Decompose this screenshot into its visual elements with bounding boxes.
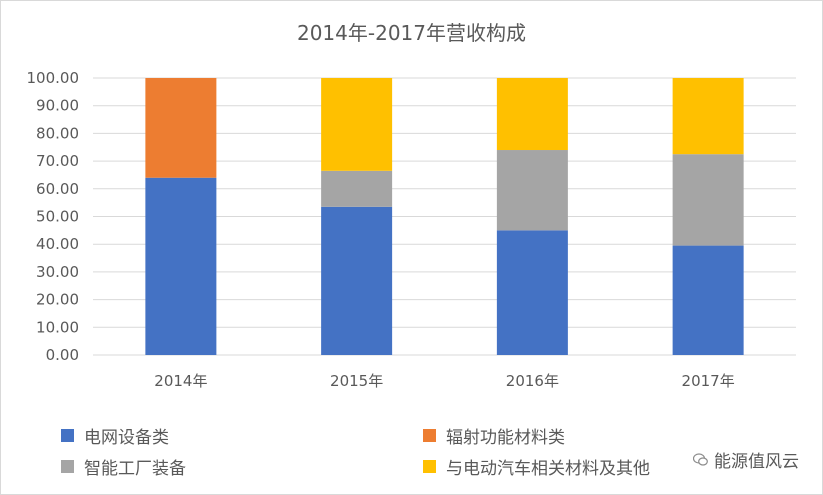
bar-segment xyxy=(672,78,744,155)
legend-swatch xyxy=(423,429,436,442)
x-tick-label: 2016年 xyxy=(506,372,559,390)
bar-segment xyxy=(145,78,217,178)
bar-segment xyxy=(672,154,744,246)
y-tick-label: 0.00 xyxy=(46,346,79,364)
legend-label: 电网设备类 xyxy=(84,428,169,448)
bar-segment xyxy=(496,78,568,151)
y-tick-label: 40.00 xyxy=(36,235,79,253)
legend-swatch xyxy=(423,460,436,473)
y-tick-label: 50.00 xyxy=(36,208,79,226)
x-tick-label: 2015年 xyxy=(330,372,383,390)
y-tick-label: 90.00 xyxy=(36,97,79,115)
legend-item-smart-factory: 智能工厂装备 xyxy=(61,454,186,479)
y-tick-label: 30.00 xyxy=(36,263,79,281)
bar-segment xyxy=(321,206,393,355)
y-tick-label: 20.00 xyxy=(36,291,79,309)
y-tick-label: 80.00 xyxy=(36,124,79,142)
legend-swatch xyxy=(61,429,74,442)
legend-item-ev-materials: 与电动汽车相关材料及其他 xyxy=(423,454,650,479)
legend-swatch xyxy=(61,460,74,473)
bar-segment xyxy=(321,170,393,207)
x-tick-label: 2014年 xyxy=(154,372,207,390)
wechat-icon xyxy=(693,453,708,466)
x-tick-label: 2017年 xyxy=(682,372,735,390)
bar-segment xyxy=(321,78,393,171)
y-tick-label: 100.00 xyxy=(27,69,80,87)
watermark-text: 能源值风云 xyxy=(714,452,799,472)
legend: 电网设备类 辐射功能材料类 智能工厂装备 与电动汽车相关材料及其他 xyxy=(1,416,822,486)
bar-segment xyxy=(496,230,568,355)
y-tick-label: 70.00 xyxy=(36,152,79,170)
bar-segment xyxy=(496,150,568,231)
bar-segment xyxy=(672,245,744,355)
chart-title: 2014年-2017年营收构成 xyxy=(296,21,526,45)
legend-label: 与电动汽车相关材料及其他 xyxy=(446,459,650,479)
legend-item-radiation-materials: 辐射功能材料类 xyxy=(423,423,565,448)
y-tick-label: 60.00 xyxy=(36,180,79,198)
legend-label: 辐射功能材料类 xyxy=(446,428,565,448)
watermark: 能源值风云 xyxy=(691,447,801,472)
legend-item-grid-equipment: 电网设备类 xyxy=(61,423,169,448)
bar-segment xyxy=(145,177,217,355)
plot-area: 0.00 10.00 20.00 30.00 40.00 50.00 60.00 70.00 8… xyxy=(27,69,796,390)
y-tick-label: 10.00 xyxy=(36,318,79,336)
legend-label: 智能工厂装备 xyxy=(84,459,186,479)
